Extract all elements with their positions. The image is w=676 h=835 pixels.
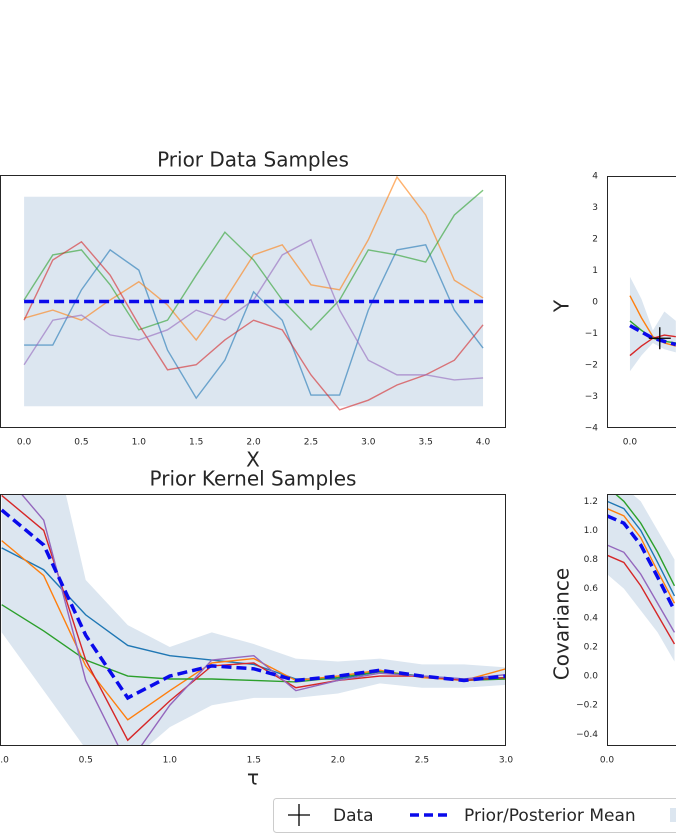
x-tick-label: 0.0 bbox=[600, 756, 615, 766]
y-tick-label: 0 bbox=[592, 298, 598, 308]
y-tick-label: −1 bbox=[585, 329, 598, 339]
legend: Data Prior/Posterior Mean bbox=[273, 798, 676, 833]
confidence-band bbox=[629, 276, 676, 372]
y-tick-label: 2 bbox=[592, 235, 598, 245]
mean-line bbox=[0, 508, 506, 701]
x-tick-label: 1.0 bbox=[132, 438, 147, 448]
x-tick-label: 2.0 bbox=[246, 438, 261, 448]
x-tick-label: 0.5 bbox=[74, 438, 88, 448]
axes-frame bbox=[0, 494, 506, 746]
x-tick-label: 3.0 bbox=[361, 438, 376, 448]
panel: 0.0 −4 −3 −2 −1 0 1 2 3 4 Y bbox=[550, 172, 676, 448]
y-axis-label: Y bbox=[550, 299, 574, 313]
x-tick-label: 4.0 bbox=[476, 438, 491, 448]
panel: 0.0 0.5 1.0 1.5 2.0 2.5 3.0 Prior Kernel Sample… bbox=[0, 467, 514, 790]
x-axis-label: τ bbox=[247, 766, 259, 790]
x-tick-label: 3.0 bbox=[499, 756, 514, 766]
y-tick-label: 0.2 bbox=[584, 642, 598, 652]
y-tick-label: −0.2 bbox=[576, 701, 598, 711]
chart-title: Prior Kernel Samples bbox=[150, 467, 357, 491]
x-tick-label: 0.0 bbox=[17, 438, 32, 448]
x-axis-label: X bbox=[246, 448, 260, 472]
y-tick-label: −2 bbox=[585, 361, 598, 371]
chart-title: Prior Data Samples bbox=[157, 148, 349, 172]
panel: 0.0 0.5 1.0 1.5 2.0 2.5 3.0 3.5 4.0 Prior Data Sa… bbox=[0, 148, 506, 472]
sample-line bbox=[629, 295, 676, 347]
legend-label: Data bbox=[333, 806, 374, 826]
x-tick-label: 1.5 bbox=[247, 756, 261, 766]
axes-frame bbox=[607, 176, 676, 428]
y-tick-label: 1.0 bbox=[584, 526, 599, 536]
plot-area bbox=[629, 276, 676, 372]
sample-line bbox=[23, 175, 484, 342]
x-tick-label: 1.5 bbox=[189, 438, 203, 448]
x-tick-label: 0.0 bbox=[623, 438, 638, 448]
y-tick-label: 0.8 bbox=[584, 555, 599, 565]
x-tick-label: 2.0 bbox=[331, 756, 346, 766]
x-tick-label: 2.5 bbox=[415, 756, 429, 766]
sample-line bbox=[614, 494, 676, 587]
confidence-band bbox=[607, 494, 675, 662]
sample-line bbox=[23, 240, 484, 411]
x-tick-label: 0.5 bbox=[79, 756, 93, 766]
sample-line bbox=[607, 507, 676, 604]
legend-marker-band bbox=[670, 808, 676, 822]
mean-line bbox=[607, 514, 676, 612]
x-tick-label: 2.5 bbox=[304, 438, 318, 448]
plot-area bbox=[0, 494, 506, 746]
y-tick-label: 1.2 bbox=[584, 497, 598, 507]
y-tick-label: 3 bbox=[592, 203, 598, 213]
axes-frame bbox=[0, 175, 506, 428]
y-tick-label: −0.4 bbox=[576, 730, 598, 740]
mean-line bbox=[629, 324, 676, 347]
y-tick-label: −3 bbox=[585, 392, 598, 402]
x-tick-label: 0.0 bbox=[0, 756, 9, 766]
x-tick-label: 1.0 bbox=[163, 756, 178, 766]
plot-area bbox=[23, 175, 484, 411]
plot-area bbox=[607, 494, 676, 662]
y-tick-label: 1 bbox=[592, 266, 598, 276]
confidence-band bbox=[1, 494, 506, 746]
y-axis-label: Covariance bbox=[550, 568, 574, 680]
legend-label: Prior/Posterior Mean bbox=[464, 806, 636, 826]
sample-line bbox=[607, 500, 676, 597]
sample-line bbox=[607, 554, 676, 645]
y-tick-label: 4 bbox=[592, 172, 598, 182]
sample-line bbox=[607, 544, 676, 633]
y-tick-label: −4 bbox=[585, 424, 599, 434]
panel: 0.0 −0.4 −0.2 0.0 0.2 0.4 0.6 0.8 1.0 1.2 Covarian… bbox=[550, 494, 676, 766]
y-tick-label: 0.0 bbox=[584, 672, 599, 682]
axes-frame bbox=[607, 494, 676, 746]
x-tick-label: 3.5 bbox=[419, 438, 433, 448]
sample-line bbox=[23, 189, 484, 331]
legend-frame bbox=[273, 798, 676, 833]
y-tick-label: 0.6 bbox=[584, 584, 599, 594]
y-tick-label: 0.4 bbox=[584, 613, 599, 623]
